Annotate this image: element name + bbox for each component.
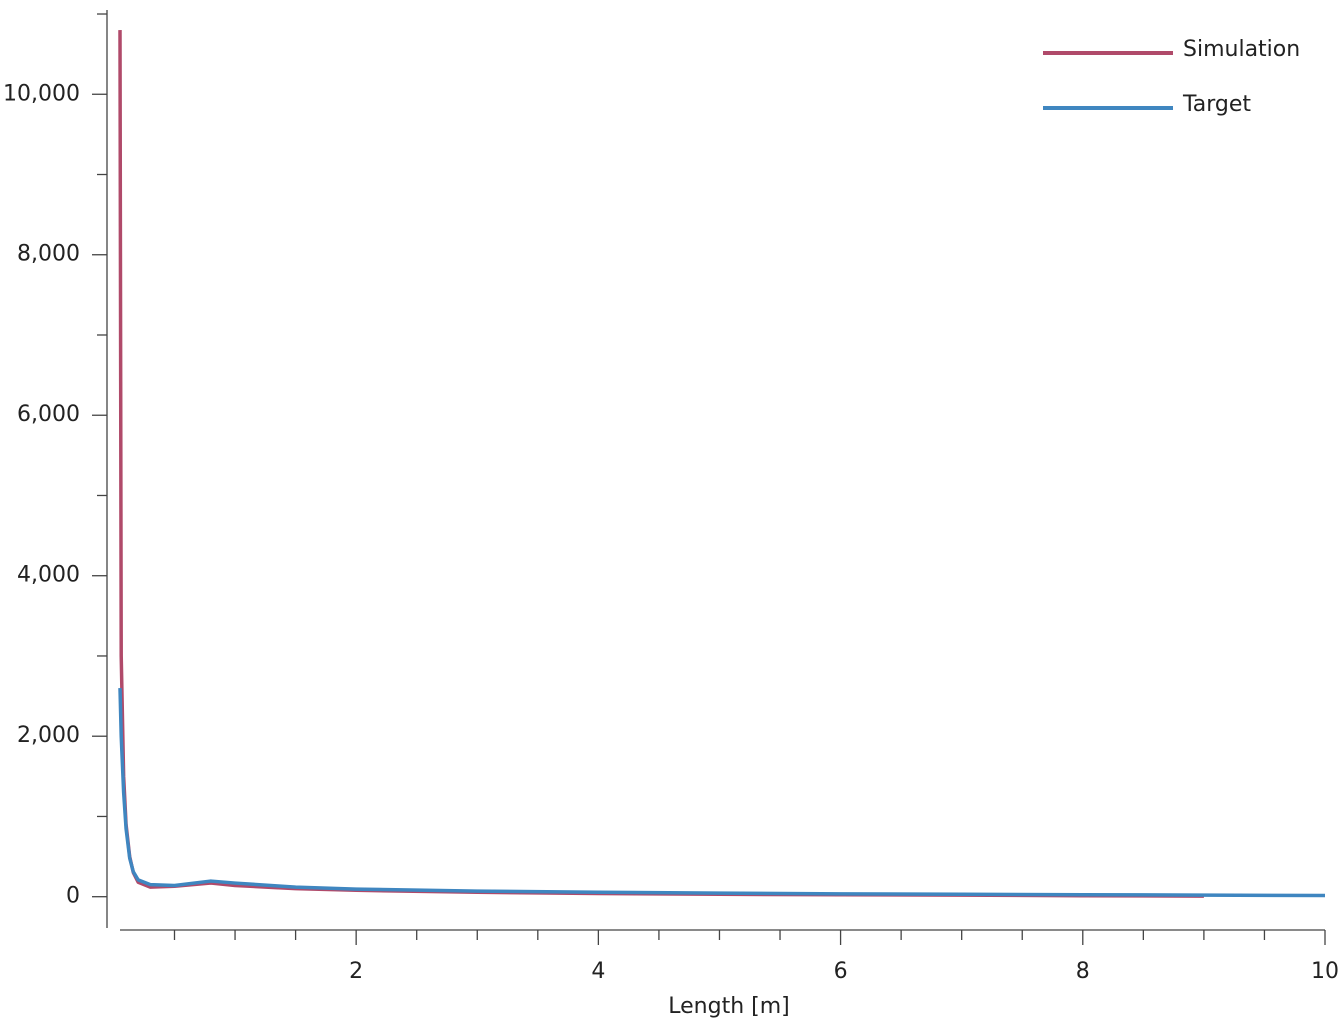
series-line xyxy=(118,688,1326,898)
y-tick-label: 10,000 xyxy=(3,81,80,106)
y-tick-label: 4,000 xyxy=(17,563,80,588)
x-tick-label: 10 xyxy=(1311,959,1339,984)
y-tick-label: 0 xyxy=(66,884,80,909)
x-axis-label: Length [m] xyxy=(668,994,789,1019)
y-tick-label: 6,000 xyxy=(17,402,80,427)
y-tick-label: 8,000 xyxy=(17,242,80,267)
y-tick-label: 2,000 xyxy=(17,723,80,748)
x-tick-label: 8 xyxy=(1076,959,1090,984)
x-tick-label: 2 xyxy=(349,959,363,984)
legend-label: Simulation xyxy=(1183,37,1300,62)
x-tick-label: 4 xyxy=(591,959,605,984)
x-tick-label: 6 xyxy=(834,959,848,984)
legend-label: Target xyxy=(1182,92,1251,117)
series-line xyxy=(118,30,1204,898)
